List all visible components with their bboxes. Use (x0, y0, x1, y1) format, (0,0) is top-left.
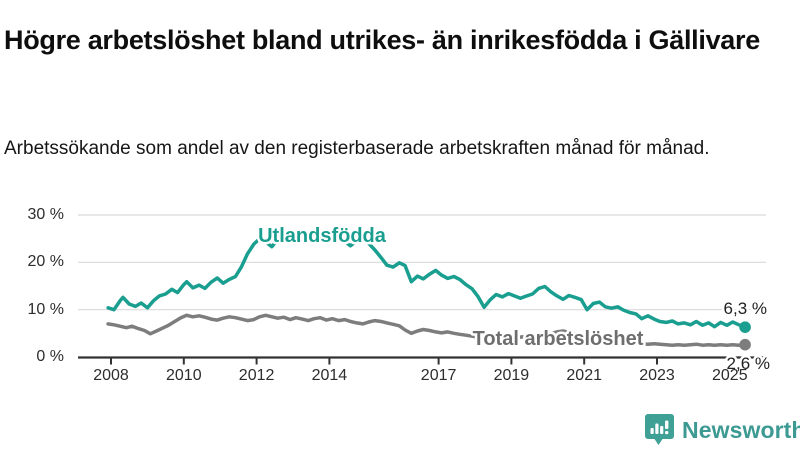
gridlines-group (78, 214, 766, 311)
x-tick-label: 2012 (238, 367, 275, 384)
series-end-dot (739, 338, 751, 351)
x-tick-label: 2010 (166, 367, 202, 384)
series-lines-group (106, 234, 747, 347)
exclamation-bar (665, 420, 669, 429)
end-value-label-total: 2,6 % (727, 354, 770, 373)
x-tick-label: 2023 (639, 367, 675, 384)
exclamation-dot (665, 431, 669, 435)
series-label-utlandsfodda: Utlandsfödda (258, 225, 387, 247)
y-tick-label: 30 % (27, 206, 64, 223)
x-tick-label: 2017 (420, 367, 457, 384)
x-axis-group (78, 356, 767, 365)
series-line-utlandsfodda (106, 234, 747, 329)
newsworthy-logo-icon (645, 414, 674, 445)
speech-bubble-shape (645, 414, 674, 445)
y-tick-label: 20 % (27, 253, 64, 271)
series-line-total (106, 313, 747, 347)
end-value-label-utlandsfodda: 6,3 % (724, 299, 767, 318)
x-tick-label: 2019 (493, 367, 530, 384)
x-tick-label: 2008 (93, 367, 129, 384)
x-tick-label: 2025 (712, 367, 748, 384)
series-label-total-arbetsloshet: Total arbetslöshet (473, 328, 644, 350)
y-tick-label: 0 % (36, 348, 64, 365)
x-tick-label: 2014 (311, 367, 348, 384)
mini-bar-chart-glyph (650, 420, 669, 435)
y-tick-label: 10 % (27, 300, 64, 318)
newsworthy-logo-text: Newsworthy (682, 416, 800, 443)
x-tick-label: 2021 (566, 367, 602, 384)
series-end-dot (739, 321, 751, 333)
page-title: Högre arbetslöshet bland utrikes- än inr… (4, 25, 760, 56)
newsworthy-logo: Newsworthy (644, 411, 800, 449)
page-subtitle: Arbetssökande som andel av den registerb… (4, 138, 710, 159)
series-end-dots-group (739, 321, 751, 351)
